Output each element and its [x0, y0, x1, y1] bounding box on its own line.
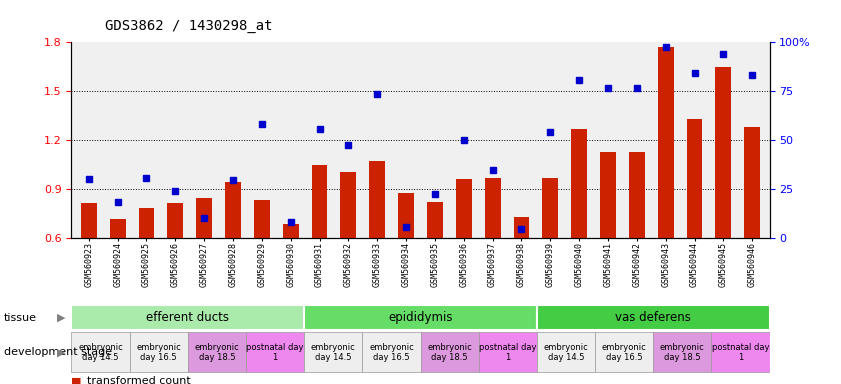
Text: embryonic
day 16.5: embryonic day 16.5 [136, 343, 181, 362]
Bar [109, 219, 125, 238]
Bar [420, 333, 479, 372]
Bar [537, 333, 595, 372]
Text: development stage: development stage [4, 347, 113, 358]
Text: embryonic
day 14.5: embryonic day 14.5 [78, 343, 123, 362]
Text: embryonic
day 14.5: embryonic day 14.5 [543, 343, 589, 362]
Bar [81, 203, 97, 238]
Text: embryonic
day 14.5: embryonic day 14.5 [311, 343, 356, 362]
Bar [246, 333, 304, 372]
Bar [600, 152, 616, 238]
Bar [398, 193, 414, 238]
Text: vas deferens: vas deferens [616, 311, 691, 324]
Bar [479, 333, 537, 372]
Text: transformed count: transformed count [87, 376, 190, 384]
Bar [196, 198, 212, 238]
Bar [571, 129, 587, 238]
Bar [254, 200, 270, 238]
Bar [312, 166, 327, 238]
Bar [514, 217, 529, 238]
Bar [542, 178, 558, 238]
Bar [744, 127, 760, 238]
Bar [341, 172, 357, 238]
Text: tissue: tissue [4, 313, 37, 323]
Text: ▶: ▶ [57, 347, 66, 358]
Text: postnatal day
1: postnatal day 1 [246, 343, 304, 362]
Bar [456, 179, 472, 238]
Bar [427, 202, 443, 238]
Bar [362, 333, 420, 372]
Bar [71, 305, 304, 330]
Bar [716, 67, 732, 238]
Bar [595, 333, 653, 372]
Bar [139, 208, 155, 238]
Bar [484, 178, 500, 238]
Bar [686, 119, 702, 238]
Bar [537, 305, 770, 330]
Text: epididymis: epididymis [389, 311, 452, 324]
Text: embryonic
day 16.5: embryonic day 16.5 [369, 343, 414, 362]
Bar [711, 333, 770, 372]
Bar [658, 47, 674, 238]
Text: embryonic
day 16.5: embryonic day 16.5 [601, 343, 647, 362]
Text: postnatal day
1: postnatal day 1 [479, 343, 537, 362]
Bar [167, 203, 183, 238]
Text: GDS3862 / 1430298_at: GDS3862 / 1430298_at [105, 19, 273, 33]
Bar [283, 224, 299, 238]
Text: embryonic
day 18.5: embryonic day 18.5 [194, 343, 240, 362]
Bar [629, 152, 645, 238]
Text: embryonic
day 18.5: embryonic day 18.5 [660, 343, 705, 362]
Text: ▶: ▶ [57, 313, 66, 323]
Text: embryonic
day 18.5: embryonic day 18.5 [427, 343, 472, 362]
Bar [304, 333, 362, 372]
Bar [653, 333, 711, 372]
Text: efferent ducts: efferent ducts [146, 311, 230, 324]
Bar [369, 161, 385, 238]
Text: postnatal day
1: postnatal day 1 [711, 343, 770, 362]
Bar [130, 333, 188, 372]
Bar [225, 182, 241, 238]
Bar [71, 333, 130, 372]
Bar [304, 305, 537, 330]
Text: ■: ■ [71, 376, 86, 384]
Bar [188, 333, 246, 372]
